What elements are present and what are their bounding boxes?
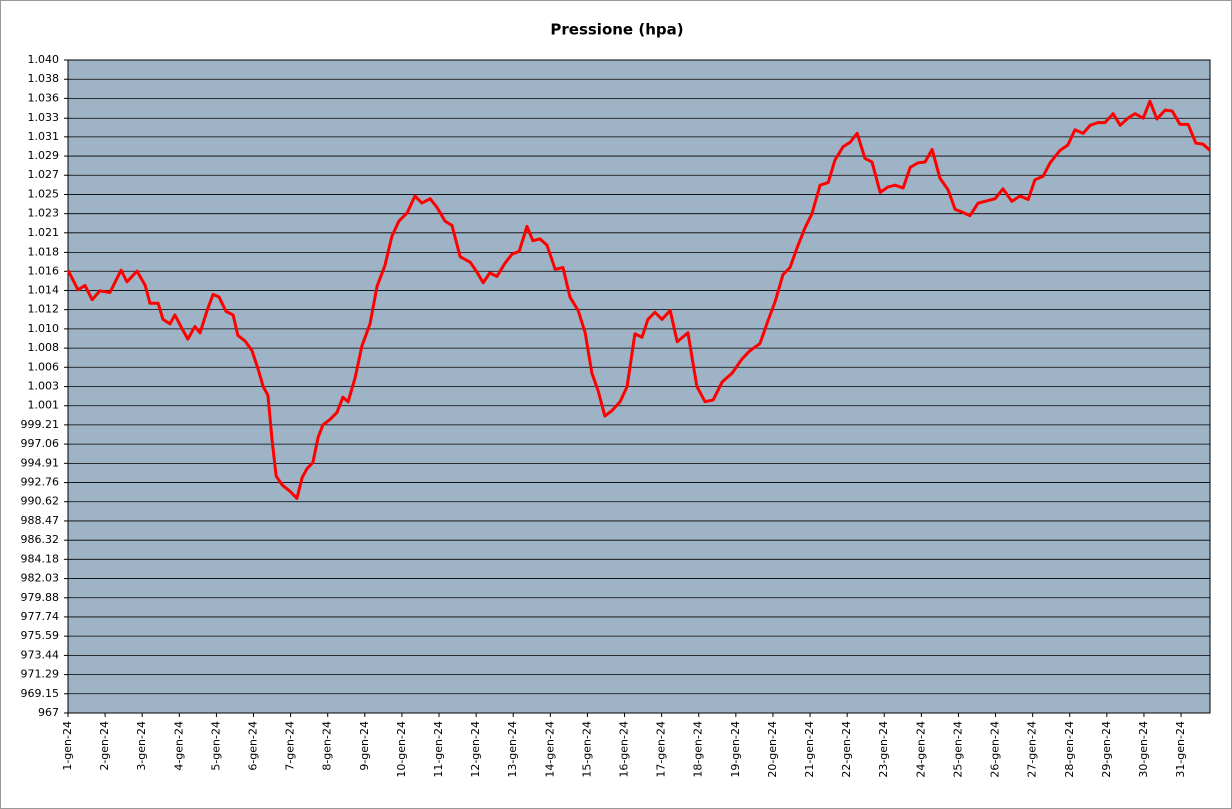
y-tick-label: 967 (38, 706, 59, 719)
y-tick-label: 997.06 (21, 437, 60, 450)
y-tick-label: 999.21 (21, 418, 60, 431)
y-tick-label: 994.91 (21, 456, 60, 469)
x-tick-label: 7-gen-24 (284, 721, 297, 771)
y-tick-label: 969.15 (21, 687, 60, 700)
y-tick-label: 1.036 (28, 91, 60, 104)
y-tick-label: 973.44 (21, 648, 60, 661)
x-tick-label: 24-gen-24 (914, 721, 927, 778)
x-tick-label: 29-gen-24 (1100, 721, 1113, 778)
data-line (66, 99, 1211, 500)
x-tick-label: 18-gen-24 (692, 721, 705, 778)
y-tick-label: 1.003 (28, 380, 60, 393)
y-tick-label: 1.038 (28, 72, 60, 85)
x-tick-label: 5-gen-24 (209, 721, 222, 771)
y-tick-label: 1.021 (28, 226, 60, 239)
x-tick-label: 17-gen-24 (655, 721, 668, 778)
x-tick-label: 25-gen-24 (951, 721, 964, 778)
y-tick-label: 1.029 (28, 149, 60, 162)
y-tick-label: 979.88 (21, 591, 60, 604)
x-tick-label: 30-gen-24 (1137, 721, 1150, 778)
y-tick-label: 1.014 (28, 283, 60, 296)
x-tick-label: 28-gen-24 (1063, 721, 1076, 778)
y-tick-label: 971.29 (21, 668, 60, 681)
x-tick-label: 19-gen-24 (729, 721, 742, 778)
x-tick-label: 23-gen-24 (877, 721, 890, 778)
y-tick-label: 1.016 (28, 264, 60, 277)
x-tick-label: 2-gen-24 (98, 721, 111, 771)
x-tick-label: 14-gen-24 (543, 721, 556, 778)
y-tick-label: 1.023 (28, 207, 60, 220)
y-tick-label: 986.32 (21, 533, 60, 546)
y-tick-label: 977.74 (21, 610, 60, 623)
x-tick-label: 12-gen-24 (469, 721, 482, 778)
y-tick-label: 1.040 (28, 53, 60, 66)
y-tick-label: 975.59 (21, 629, 60, 642)
y-tick-label: 1.012 (28, 303, 60, 316)
y-tick-label: 1.018 (28, 245, 60, 258)
x-tick-label: 16-gen-24 (618, 721, 631, 778)
x-tick-label: 9-gen-24 (358, 721, 371, 771)
x-tick-label: 11-gen-24 (432, 721, 445, 778)
y-tick-label: 984.18 (21, 552, 60, 565)
y-tick-label: 1.033 (28, 111, 60, 124)
x-tick-label: 13-gen-24 (506, 721, 519, 778)
x-tick-label: 8-gen-24 (321, 721, 334, 771)
x-tick-label: 4-gen-24 (172, 721, 185, 771)
y-tick-label: 1.027 (28, 168, 60, 181)
x-tick-label: 6-gen-24 (247, 721, 260, 771)
chart-title: Pressione (hpa) (550, 21, 683, 39)
y-tick-label: 1.025 (28, 187, 60, 200)
y-tick-label: 1.010 (28, 322, 60, 335)
plot-border (67, 59, 1211, 714)
x-tick-label: 21-gen-24 (803, 721, 816, 778)
y-tick-label: 1.001 (28, 399, 60, 412)
x-tick-label: 31-gen-24 (1174, 721, 1187, 778)
x-tick-label: 26-gen-24 (989, 721, 1002, 778)
y-tick-label: 1.031 (28, 130, 60, 143)
x-tick-label: 3-gen-24 (135, 721, 148, 771)
x-tick-label: 10-gen-24 (395, 721, 408, 778)
y-tick-label: 988.47 (21, 514, 60, 527)
y-tick-label: 1.008 (28, 341, 60, 354)
y-tick-label: 982.03 (21, 572, 60, 585)
y-tick-label: 1.006 (28, 360, 60, 373)
y-tick-label: 990.62 (21, 495, 60, 508)
x-tick-label: 1-gen-24 (61, 721, 74, 771)
x-tick-label: 15-gen-24 (580, 721, 593, 778)
x-tick-label: 27-gen-24 (1026, 721, 1039, 778)
x-tick-label: 22-gen-24 (840, 721, 853, 778)
y-tick-label: 992.76 (21, 476, 60, 489)
x-tick-label: 20-gen-24 (766, 721, 779, 778)
